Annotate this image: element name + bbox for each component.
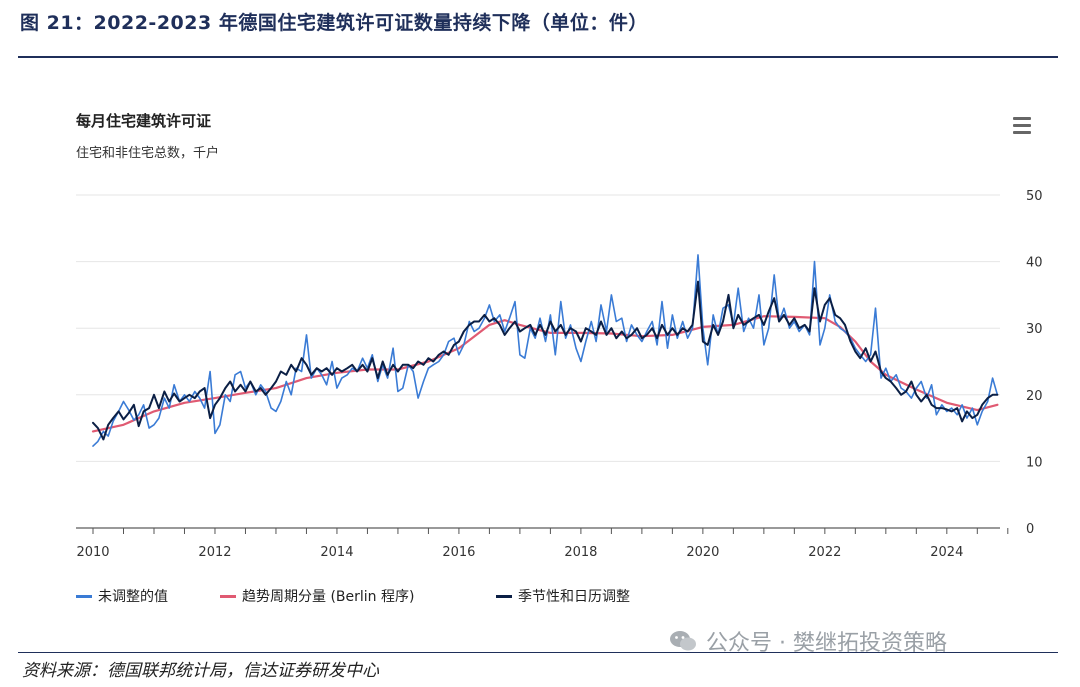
legend-label-trend: 趋势周期分量 (Berlin 程序)	[242, 589, 415, 605]
figure-title: 图 21：2022-2023 年德国住宅建筑许可证数量持续下降（单位：件）	[20, 12, 648, 34]
y-tick-label: 20	[1026, 389, 1043, 404]
legend-item-seasonal[interactable]: 季节性和日历调整	[496, 586, 630, 606]
x-tick-label: 2018	[564, 545, 597, 560]
source-note: 资料来源：德国联邦统计局，信达证券研发中心	[22, 661, 379, 681]
y-tick-label: 10	[1026, 455, 1043, 470]
title-divider	[18, 56, 1058, 58]
legend-swatch-seasonal	[496, 594, 512, 598]
hamburger-menu-icon[interactable]	[1013, 117, 1031, 137]
y-tick-label: 30	[1026, 322, 1043, 337]
y-tick-label: 40	[1026, 256, 1043, 271]
x-tick-label: 2024	[930, 545, 963, 560]
x-tick-label: 2010	[76, 545, 109, 560]
series-line-unadjusted	[92, 254, 999, 447]
x-tick-label: 2012	[198, 545, 231, 560]
y-tick-label: 50	[1026, 189, 1043, 204]
series-line-seasonal	[92, 280, 999, 441]
wechat-icon	[670, 631, 696, 651]
x-tick-label: 2022	[808, 545, 841, 560]
legend-swatch-trend	[220, 594, 236, 598]
x-tick-label: 2014	[320, 545, 353, 560]
legend-item-unadjusted[interactable]: 未调整的值	[76, 586, 168, 606]
source-divider	[18, 652, 1058, 653]
chart-legend: 未调整的值 趋势周期分量 (Berlin 程序) 季节性和日历调整	[76, 586, 776, 606]
y-tick-label: 0	[1026, 522, 1034, 537]
legend-label-seasonal: 季节性和日历调整	[518, 589, 630, 605]
x-tick-label: 2016	[442, 545, 475, 560]
legend-swatch-unadjusted	[76, 594, 92, 598]
chart-title: 每月住宅建筑许可证	[76, 112, 212, 130]
chart-subtitle: 住宅和非住宅总数，千户	[76, 146, 220, 161]
watermark: 公众号 · 樊继拓投资策略	[668, 625, 947, 657]
legend-item-trend[interactable]: 趋势周期分量 (Berlin 程序)	[220, 586, 414, 606]
legend-label-unadjusted: 未调整的值	[98, 589, 168, 605]
x-tick-label: 2020	[686, 545, 719, 560]
watermark-text: 公众号 · 樊继拓投资策略	[706, 631, 947, 656]
